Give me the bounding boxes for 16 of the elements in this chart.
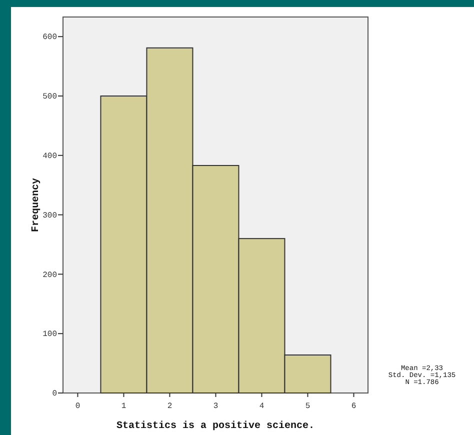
x-tick-label: 6	[351, 402, 356, 411]
y-tick-label: 500	[42, 92, 58, 102]
y-tick-label: 600	[42, 33, 58, 42]
y-tick-label: 400	[42, 152, 58, 161]
x-axis-title: Statistics is a positive science.	[116, 420, 315, 432]
y-tick-label: 300	[42, 211, 58, 220]
x-tick-label: 1	[121, 402, 126, 411]
x-tick-label: 0	[75, 402, 80, 411]
x-tick-label: 5	[305, 402, 310, 411]
x-tick-label: 3	[213, 402, 218, 411]
x-tick-label: 2	[167, 402, 172, 411]
y-tick-label: 200	[42, 270, 58, 280]
y-tick-label: 100	[42, 330, 58, 340]
x-tick-label: 4	[259, 402, 264, 411]
y-tick-label: 0	[52, 390, 58, 399]
y-axis-title: Frequency	[31, 178, 42, 232]
